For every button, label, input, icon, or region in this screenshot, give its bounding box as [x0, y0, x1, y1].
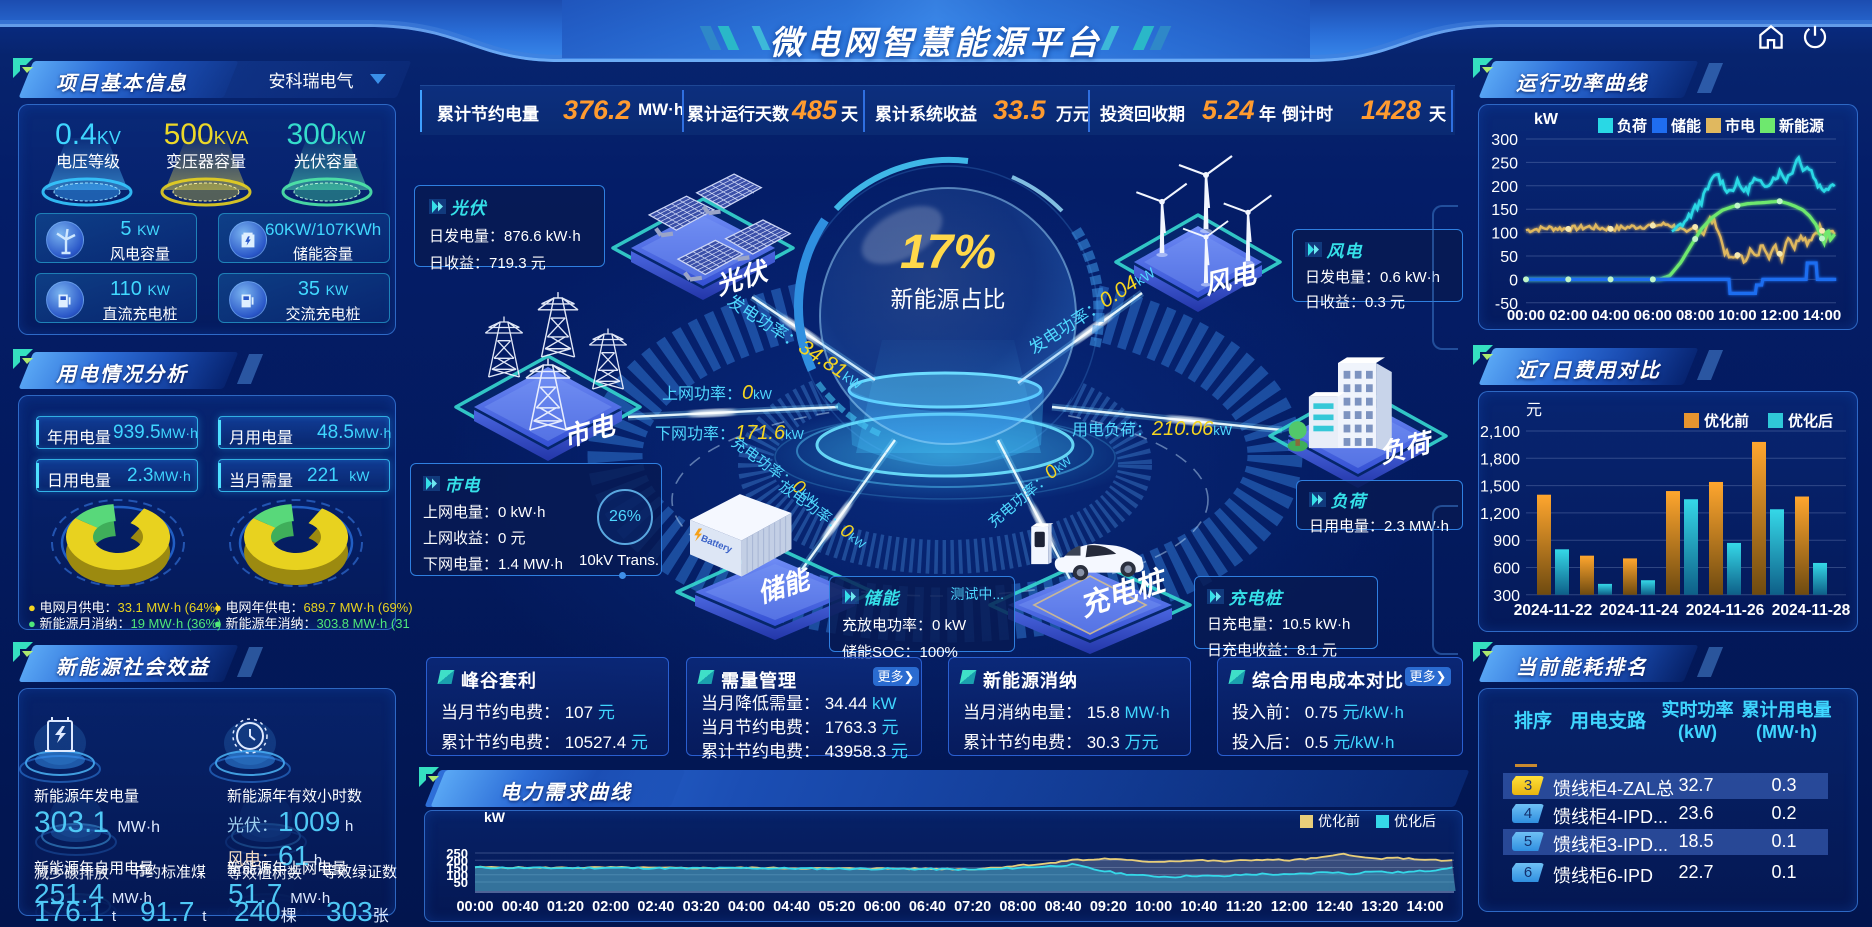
svg-text:1,500: 1,500: [1480, 479, 1520, 496]
svg-text:02:00: 02:00: [1549, 307, 1587, 324]
svg-text:300: 300: [1493, 588, 1520, 605]
svg-text:250: 250: [446, 846, 468, 861]
svg-text:07:20: 07:20: [954, 899, 991, 915]
svg-text:10:00: 10:00: [1135, 899, 1172, 915]
svg-text:05:20: 05:20: [818, 899, 855, 915]
svg-text:kW: kW: [1534, 111, 1559, 128]
svg-text:100: 100: [1491, 226, 1518, 243]
svg-text:08:00: 08:00: [1676, 307, 1714, 324]
svg-text:-50: -50: [1495, 296, 1518, 313]
svg-text:2024-11-26: 2024-11-26: [1686, 602, 1765, 619]
svg-text:12:40: 12:40: [1316, 899, 1353, 915]
svg-text:下网功率：171.6kW: 下网功率：171.6kW: [655, 422, 805, 444]
svg-text:2,100: 2,100: [1480, 424, 1520, 441]
svg-text:2024-11-28: 2024-11-28: [1772, 602, 1851, 619]
svg-text:市电: 市电: [1725, 117, 1755, 135]
svg-text:14:00: 14:00: [1406, 899, 1443, 915]
svg-text:优化后: 优化后: [1788, 412, 1833, 430]
svg-text:300: 300: [1491, 132, 1518, 149]
svg-text:新能源占比: 新能源占比: [891, 286, 1006, 312]
svg-text:50: 50: [1500, 249, 1518, 266]
svg-text:0: 0: [1509, 272, 1518, 289]
svg-text:900: 900: [1493, 533, 1520, 550]
svg-text:1,800: 1,800: [1480, 451, 1520, 468]
svg-text:50: 50: [454, 875, 468, 890]
svg-text:200: 200: [446, 853, 468, 868]
svg-text:优化前: 优化前: [1318, 813, 1360, 829]
svg-text:03:20: 03:20: [683, 899, 720, 915]
svg-text:10:00: 10:00: [1718, 307, 1756, 324]
svg-text:17%: 17%: [900, 226, 996, 279]
svg-text:02:40: 02:40: [637, 899, 674, 915]
svg-text:2024-11-24: 2024-11-24: [1600, 602, 1679, 619]
svg-text:00:00: 00:00: [456, 899, 493, 915]
svg-text:06:00: 06:00: [1634, 307, 1672, 324]
svg-text:02:00: 02:00: [592, 899, 629, 915]
svg-text:储能: 储能: [1671, 117, 1701, 135]
svg-text:11:20: 11:20: [1226, 899, 1262, 915]
svg-text:kW: kW: [484, 812, 506, 825]
svg-text:08:40: 08:40: [1045, 899, 1082, 915]
svg-text:09:20: 09:20: [1090, 899, 1127, 915]
svg-text:12:00: 12:00: [1271, 899, 1308, 915]
svg-text:优化后: 优化后: [1394, 813, 1436, 829]
svg-text:100: 100: [446, 868, 468, 883]
svg-text:600: 600: [1493, 561, 1520, 578]
svg-text:1,200: 1,200: [1480, 506, 1520, 523]
svg-text:用电负荷：210.06kW: 用电负荷：210.06kW: [1072, 418, 1233, 440]
svg-text:元: 元: [1526, 402, 1542, 419]
svg-text:04:40: 04:40: [773, 899, 810, 915]
svg-text:10:40: 10:40: [1180, 899, 1217, 915]
svg-text:06:40: 06:40: [909, 899, 946, 915]
svg-text:00:40: 00:40: [502, 899, 539, 915]
svg-text:负荷: 负荷: [1617, 117, 1647, 135]
svg-text:12:00: 12:00: [1761, 307, 1799, 324]
svg-text:06:00: 06:00: [864, 899, 901, 915]
svg-text:13:20: 13:20: [1361, 899, 1398, 915]
svg-text:2024-11-22: 2024-11-22: [1514, 602, 1592, 619]
svg-text:14:00: 14:00: [1803, 307, 1841, 324]
svg-text:150: 150: [1491, 202, 1518, 219]
svg-text:优化前: 优化前: [1704, 412, 1749, 430]
svg-text:150: 150: [446, 861, 468, 876]
svg-text:200: 200: [1491, 179, 1518, 196]
svg-text:01:20: 01:20: [547, 899, 584, 915]
svg-text:250: 250: [1491, 155, 1518, 172]
svg-text:00:00: 00:00: [1507, 307, 1545, 324]
svg-text:新能源: 新能源: [1779, 117, 1824, 135]
svg-text:上网功率：0kW: 上网功率：0kW: [662, 382, 773, 404]
svg-text:04:00: 04:00: [1591, 307, 1629, 324]
svg-text:08:00: 08:00: [999, 899, 1036, 915]
svg-text:04:00: 04:00: [728, 899, 765, 915]
